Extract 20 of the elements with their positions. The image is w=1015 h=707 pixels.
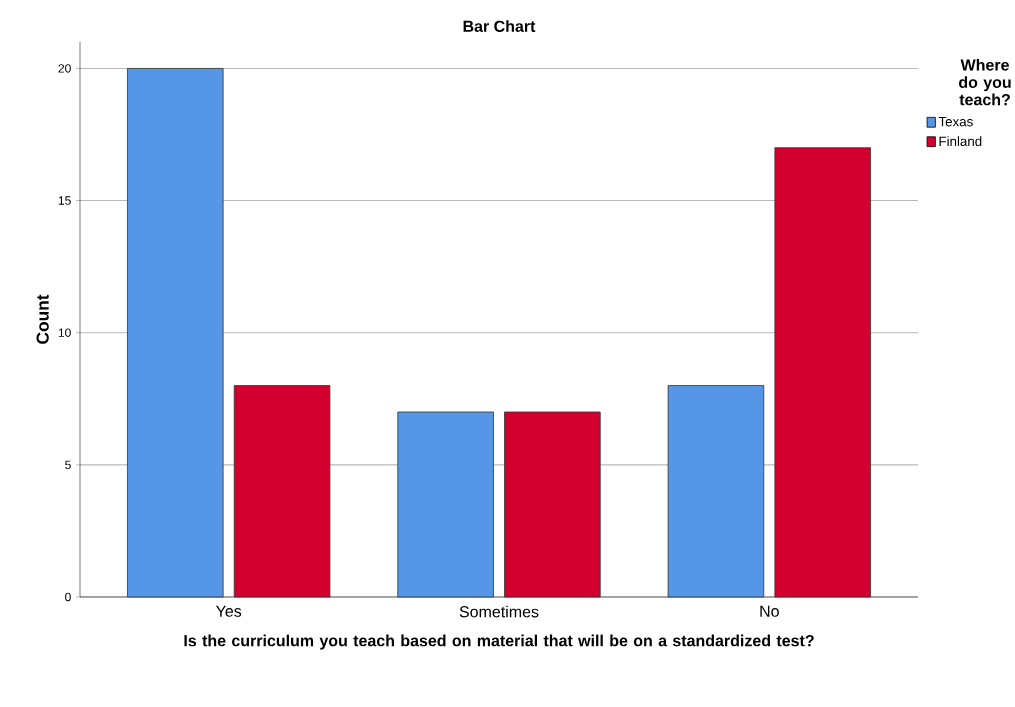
bar: [774, 147, 871, 598]
bar: [233, 385, 331, 598]
y-axis-title: Count: [36, 294, 49, 344]
y-tick-label: 20: [58, 64, 71, 73]
x-tick-label: Sometimes: [459, 605, 539, 618]
legend-label: Texas: [938, 117, 973, 127]
bar: [127, 68, 224, 598]
legend-label: Finland: [939, 136, 982, 147]
y-tick-label: 10: [58, 328, 71, 337]
bar: [667, 385, 765, 598]
legend-title: Where do you teach?: [959, 58, 1011, 106]
chart-title: Bar Chart: [463, 20, 536, 32]
x-tick-label: No: [760, 605, 779, 617]
x-axis-title: Is the curriculum you teach based on material that will be on a standardized test?: [184, 634, 814, 650]
y-tick-label: 0: [65, 592, 71, 602]
bar: [504, 411, 601, 598]
y-tick-label: 15: [58, 196, 71, 205]
x-tick-label: Yes: [215, 605, 242, 617]
bar: [397, 411, 494, 598]
y-tick-label: 5: [65, 460, 71, 470]
